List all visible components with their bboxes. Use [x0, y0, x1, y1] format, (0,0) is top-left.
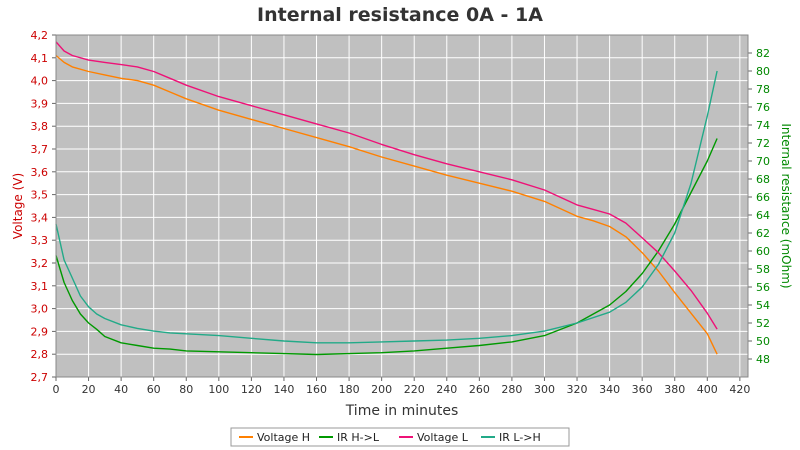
y-left-tick-label: 3,1	[31, 280, 49, 293]
y-axis-left: 2,7 2,8 2,9 3,0 3,1 3,2 3,3 3,4 3,5 3,6 3,7 3,8 3,9 4…	[31, 29, 57, 384]
y-right-tick-label: 56	[756, 281, 770, 294]
y-left-tick-label: 2,7	[31, 371, 49, 384]
x-tick-label: 220	[404, 383, 425, 396]
y-left-tick-label: 3,4	[31, 211, 49, 224]
x-tick-label: 140	[273, 383, 294, 396]
y-right-tick-label: 82	[756, 47, 770, 60]
legend-item-3: IR L->H	[499, 431, 541, 444]
x-tick-label: 300	[534, 383, 555, 396]
x-tick-label: 380	[664, 383, 685, 396]
y-left-tick-label: 4,0	[31, 75, 49, 88]
y-left-tick-label: 3,5	[31, 189, 49, 202]
x-tick-label: 100	[208, 383, 229, 396]
y-left-tick-label: 3,6	[31, 166, 49, 179]
y-right-tick-label: 68	[756, 173, 770, 186]
y-right-tick-label: 64	[756, 209, 770, 222]
y-axis-right: 48 50 52 54 56 58 60 62 64 66 68 70 72 74 76 78 80 82	[747, 35, 770, 377]
x-tick-label: 320	[567, 383, 588, 396]
x-tick-label: 0	[53, 383, 60, 396]
y-right-tick-label: 78	[756, 83, 770, 96]
x-tick-label: 80	[179, 383, 193, 396]
series-layer	[55, 41, 718, 356]
y-right-tick-label: 76	[756, 101, 770, 114]
x-tick-label: 180	[339, 383, 360, 396]
y-right-tick-label: 72	[756, 137, 770, 150]
x-tick-label: 260	[469, 383, 490, 396]
x-tick-label: 120	[241, 383, 262, 396]
x-axis: 0 20 40 60 80 100 120 140 160 180 200 220 240 260 280 3…	[53, 376, 750, 396]
legend: Voltage H IR H->L Voltage L IR L->H	[230, 427, 570, 447]
x-tick-label: 240	[436, 383, 457, 396]
x-tick-label: 340	[599, 383, 620, 396]
y-left-tick-label: 3,9	[31, 97, 49, 110]
x-tick-label: 400	[697, 383, 718, 396]
y-left-tick-label: 4,1	[31, 52, 49, 65]
x-tick-label: 60	[147, 383, 161, 396]
chart-title: Internal resistance 0A - 1A	[257, 4, 543, 26]
x-tick-label: 280	[501, 383, 522, 396]
y-left-tick-label: 2,9	[31, 325, 49, 338]
legend-item-2: Voltage L	[417, 431, 469, 444]
x-tick-label: 160	[306, 383, 327, 396]
y-left-tick-label: 3,8	[31, 120, 49, 133]
plot-area	[56, 35, 748, 377]
y-right-tick-label: 66	[756, 191, 770, 204]
series-line-3	[55, 70, 718, 344]
y-right-tick-label: 74	[756, 119, 770, 132]
series-line-2	[55, 41, 718, 330]
y-axis-left-label: Voltage (V)	[11, 173, 25, 239]
y-left-tick-label: 3,2	[31, 257, 49, 270]
legend-item-1: IR H->L	[337, 431, 380, 444]
y-right-tick-label: 50	[756, 335, 770, 348]
legend-item-0: Voltage H	[257, 431, 310, 444]
series-line-1	[55, 138, 718, 356]
x-tick-label: 40	[114, 383, 128, 396]
y-right-tick-label: 54	[756, 299, 770, 312]
y-right-tick-label: 48	[756, 353, 770, 366]
y-right-tick-label: 58	[756, 263, 770, 276]
x-axis-label: Time in minutes	[345, 403, 459, 419]
y-axis-right-label: Internal resistance (mOhm)	[779, 123, 793, 288]
x-tick-label: 20	[82, 383, 96, 396]
y-left-tick-label: 4,2	[31, 29, 49, 42]
y-right-tick-label: 80	[756, 65, 770, 78]
y-right-tick-label: 60	[756, 245, 770, 258]
y-left-tick-label: 3,0	[31, 303, 49, 316]
y-right-tick-label: 52	[756, 317, 770, 330]
y-right-tick-label: 70	[756, 155, 770, 168]
y-left-tick-label: 3,3	[31, 234, 49, 247]
x-tick-label: 360	[632, 383, 653, 396]
y-left-tick-label: 3,7	[31, 143, 49, 156]
series-line-0	[55, 54, 718, 355]
y-right-tick-label: 62	[756, 227, 770, 240]
y-left-tick-label: 2,8	[31, 348, 49, 361]
x-tick-label: 420	[729, 383, 750, 396]
x-tick-label: 200	[371, 383, 392, 396]
